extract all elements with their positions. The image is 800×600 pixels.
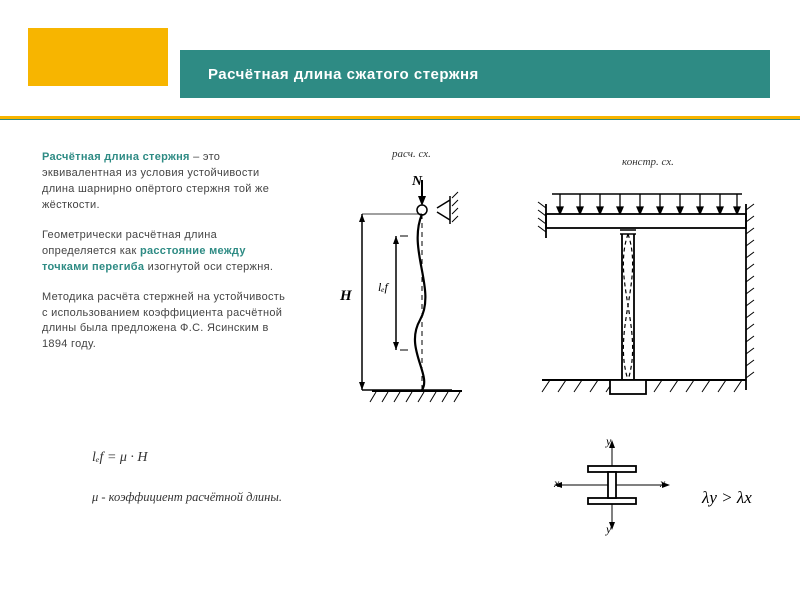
- paragraph-1: Расчётная длина стержня – это эквивалент…: [42, 150, 292, 214]
- content-area: Расчётная длина стержня – это эквивалент…: [42, 140, 762, 580]
- label-H: H: [340, 288, 352, 305]
- mu-note: μ - коэффициент расчётной длины.: [92, 490, 292, 505]
- highlight-1: Расчётная длина стержня: [42, 151, 190, 163]
- diagram-area: расч. сх. констр. сх.: [322, 140, 762, 560]
- lambda-relation: λy > λx: [702, 488, 752, 508]
- page-title: Расчётная длина сжатого стержня: [208, 66, 479, 83]
- label-y-top: y: [606, 434, 611, 449]
- diagram-konstr: [532, 180, 762, 420]
- label-rasc: расч. сх.: [392, 148, 431, 160]
- formula: lₑf = μ · H: [92, 450, 148, 466]
- diagram-rasc: [312, 170, 492, 420]
- label-x-left: x: [554, 476, 559, 491]
- label-N: N: [412, 174, 422, 190]
- label-lef: lₑf: [378, 280, 388, 295]
- text-column: Расчётная длина стержня – это эквивалент…: [42, 150, 292, 367]
- label-y-bot: y: [606, 522, 611, 537]
- label-x-right: x: [660, 476, 665, 491]
- diagram-section: [552, 440, 672, 530]
- paragraph-2: Геометрически расчётная длина определяет…: [42, 228, 292, 276]
- title-bar: Расчётная длина сжатого стержня: [180, 50, 770, 98]
- label-konstr: констр. сх.: [622, 156, 674, 168]
- paragraph-3: Методика расчёта стержней на устойчивост…: [42, 290, 292, 354]
- divider: [0, 116, 800, 120]
- accent-block: [28, 28, 168, 86]
